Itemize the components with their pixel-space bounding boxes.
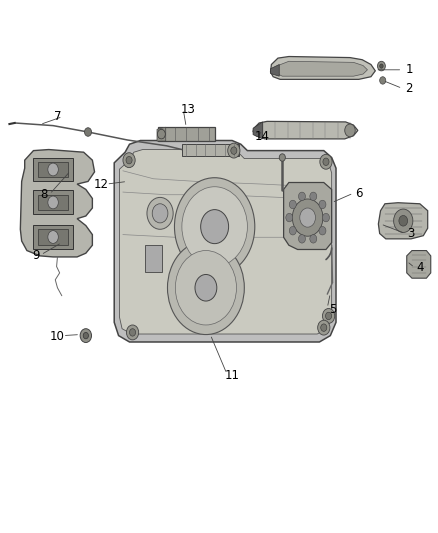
Circle shape: [228, 143, 240, 158]
Polygon shape: [407, 251, 431, 278]
Polygon shape: [120, 150, 332, 334]
Circle shape: [298, 192, 305, 200]
Text: 11: 11: [225, 369, 240, 382]
Polygon shape: [253, 122, 358, 139]
Polygon shape: [378, 203, 427, 239]
Polygon shape: [114, 141, 336, 342]
Circle shape: [157, 130, 165, 139]
Circle shape: [48, 231, 58, 244]
Circle shape: [394, 209, 413, 232]
Circle shape: [380, 77, 386, 84]
Text: 10: 10: [50, 330, 65, 343]
Text: 7: 7: [54, 110, 61, 123]
Polygon shape: [275, 61, 367, 76]
Text: 3: 3: [407, 227, 415, 240]
Circle shape: [127, 325, 139, 340]
Polygon shape: [38, 162, 68, 177]
Circle shape: [201, 209, 229, 244]
Circle shape: [48, 196, 58, 209]
Polygon shape: [253, 122, 263, 139]
Circle shape: [325, 312, 332, 320]
Circle shape: [290, 200, 296, 209]
Polygon shape: [284, 182, 332, 249]
Polygon shape: [271, 64, 279, 76]
Circle shape: [167, 241, 244, 335]
Circle shape: [292, 199, 323, 236]
Circle shape: [310, 192, 317, 200]
Polygon shape: [38, 229, 68, 245]
Circle shape: [310, 235, 317, 243]
Circle shape: [319, 200, 326, 209]
Polygon shape: [33, 158, 73, 181]
Circle shape: [380, 64, 383, 68]
Polygon shape: [145, 245, 162, 272]
Text: 8: 8: [41, 188, 48, 201]
Circle shape: [279, 154, 286, 161]
Circle shape: [345, 124, 355, 137]
Polygon shape: [182, 144, 239, 156]
Circle shape: [147, 197, 173, 229]
Text: 5: 5: [329, 303, 336, 316]
Circle shape: [321, 324, 327, 332]
Circle shape: [318, 320, 330, 335]
Circle shape: [319, 227, 326, 235]
Polygon shape: [158, 127, 215, 141]
Text: 12: 12: [94, 177, 109, 191]
Circle shape: [126, 157, 132, 164]
Circle shape: [152, 204, 168, 223]
Circle shape: [323, 158, 329, 165]
Circle shape: [123, 153, 135, 167]
Circle shape: [130, 329, 136, 336]
Circle shape: [231, 147, 237, 155]
Circle shape: [322, 309, 335, 324]
Polygon shape: [157, 127, 166, 141]
Circle shape: [195, 274, 217, 301]
Circle shape: [48, 163, 58, 176]
Circle shape: [286, 213, 293, 222]
Text: 6: 6: [355, 187, 363, 200]
Circle shape: [300, 208, 315, 227]
Circle shape: [175, 251, 237, 325]
Polygon shape: [20, 150, 95, 257]
Circle shape: [378, 61, 385, 71]
Polygon shape: [33, 225, 73, 249]
Polygon shape: [271, 56, 375, 79]
Text: 14: 14: [255, 130, 270, 143]
Circle shape: [298, 235, 305, 243]
Text: 2: 2: [405, 82, 413, 95]
Circle shape: [80, 329, 92, 343]
Circle shape: [322, 213, 329, 222]
Polygon shape: [38, 195, 68, 210]
Circle shape: [174, 177, 255, 276]
Text: 1: 1: [405, 63, 413, 76]
Circle shape: [182, 187, 247, 266]
Circle shape: [320, 155, 332, 169]
Polygon shape: [33, 190, 73, 214]
Circle shape: [399, 215, 408, 226]
Circle shape: [290, 227, 296, 235]
Text: 9: 9: [32, 249, 39, 262]
Circle shape: [85, 128, 92, 136]
Text: 4: 4: [416, 261, 424, 274]
Circle shape: [83, 333, 88, 339]
Text: 13: 13: [181, 103, 196, 116]
